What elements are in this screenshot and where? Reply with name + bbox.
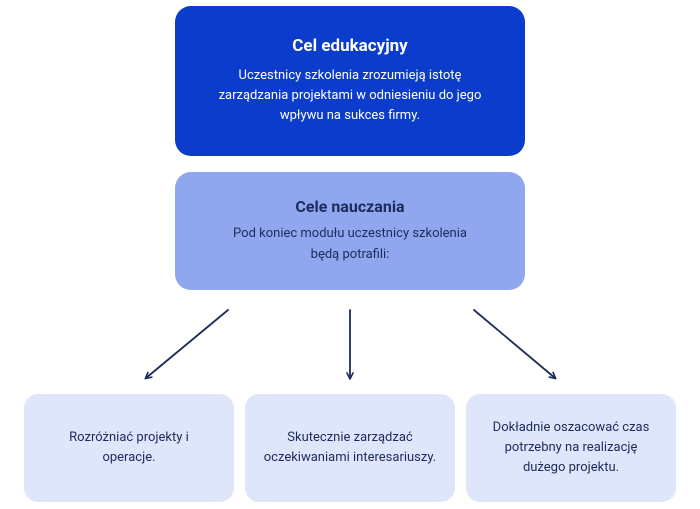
diagram-canvas: Cel edukacyjny Uczestnicy szkolenia zroz… <box>0 0 700 509</box>
node-outcome-2: Skutecznie zarządzać oczekiwaniami inter… <box>245 394 455 502</box>
node-outcome-1: Rozróżniać projekty i operacje. <box>24 394 234 502</box>
node-outcome-1-body: Rozróżniać projekty i operacje. <box>42 428 216 468</box>
arrow-3 <box>474 310 555 378</box>
node-outcome-3: Dokładnie oszacować czas potrzebny na re… <box>466 394 676 502</box>
arrow-group <box>146 310 555 378</box>
node-outcome-2-body: Skutecznie zarządzać oczekiwaniami inter… <box>263 428 437 468</box>
arrow-1 <box>146 310 228 378</box>
node-outcome-3-body: Dokładnie oszacować czas potrzebny na re… <box>484 418 658 478</box>
